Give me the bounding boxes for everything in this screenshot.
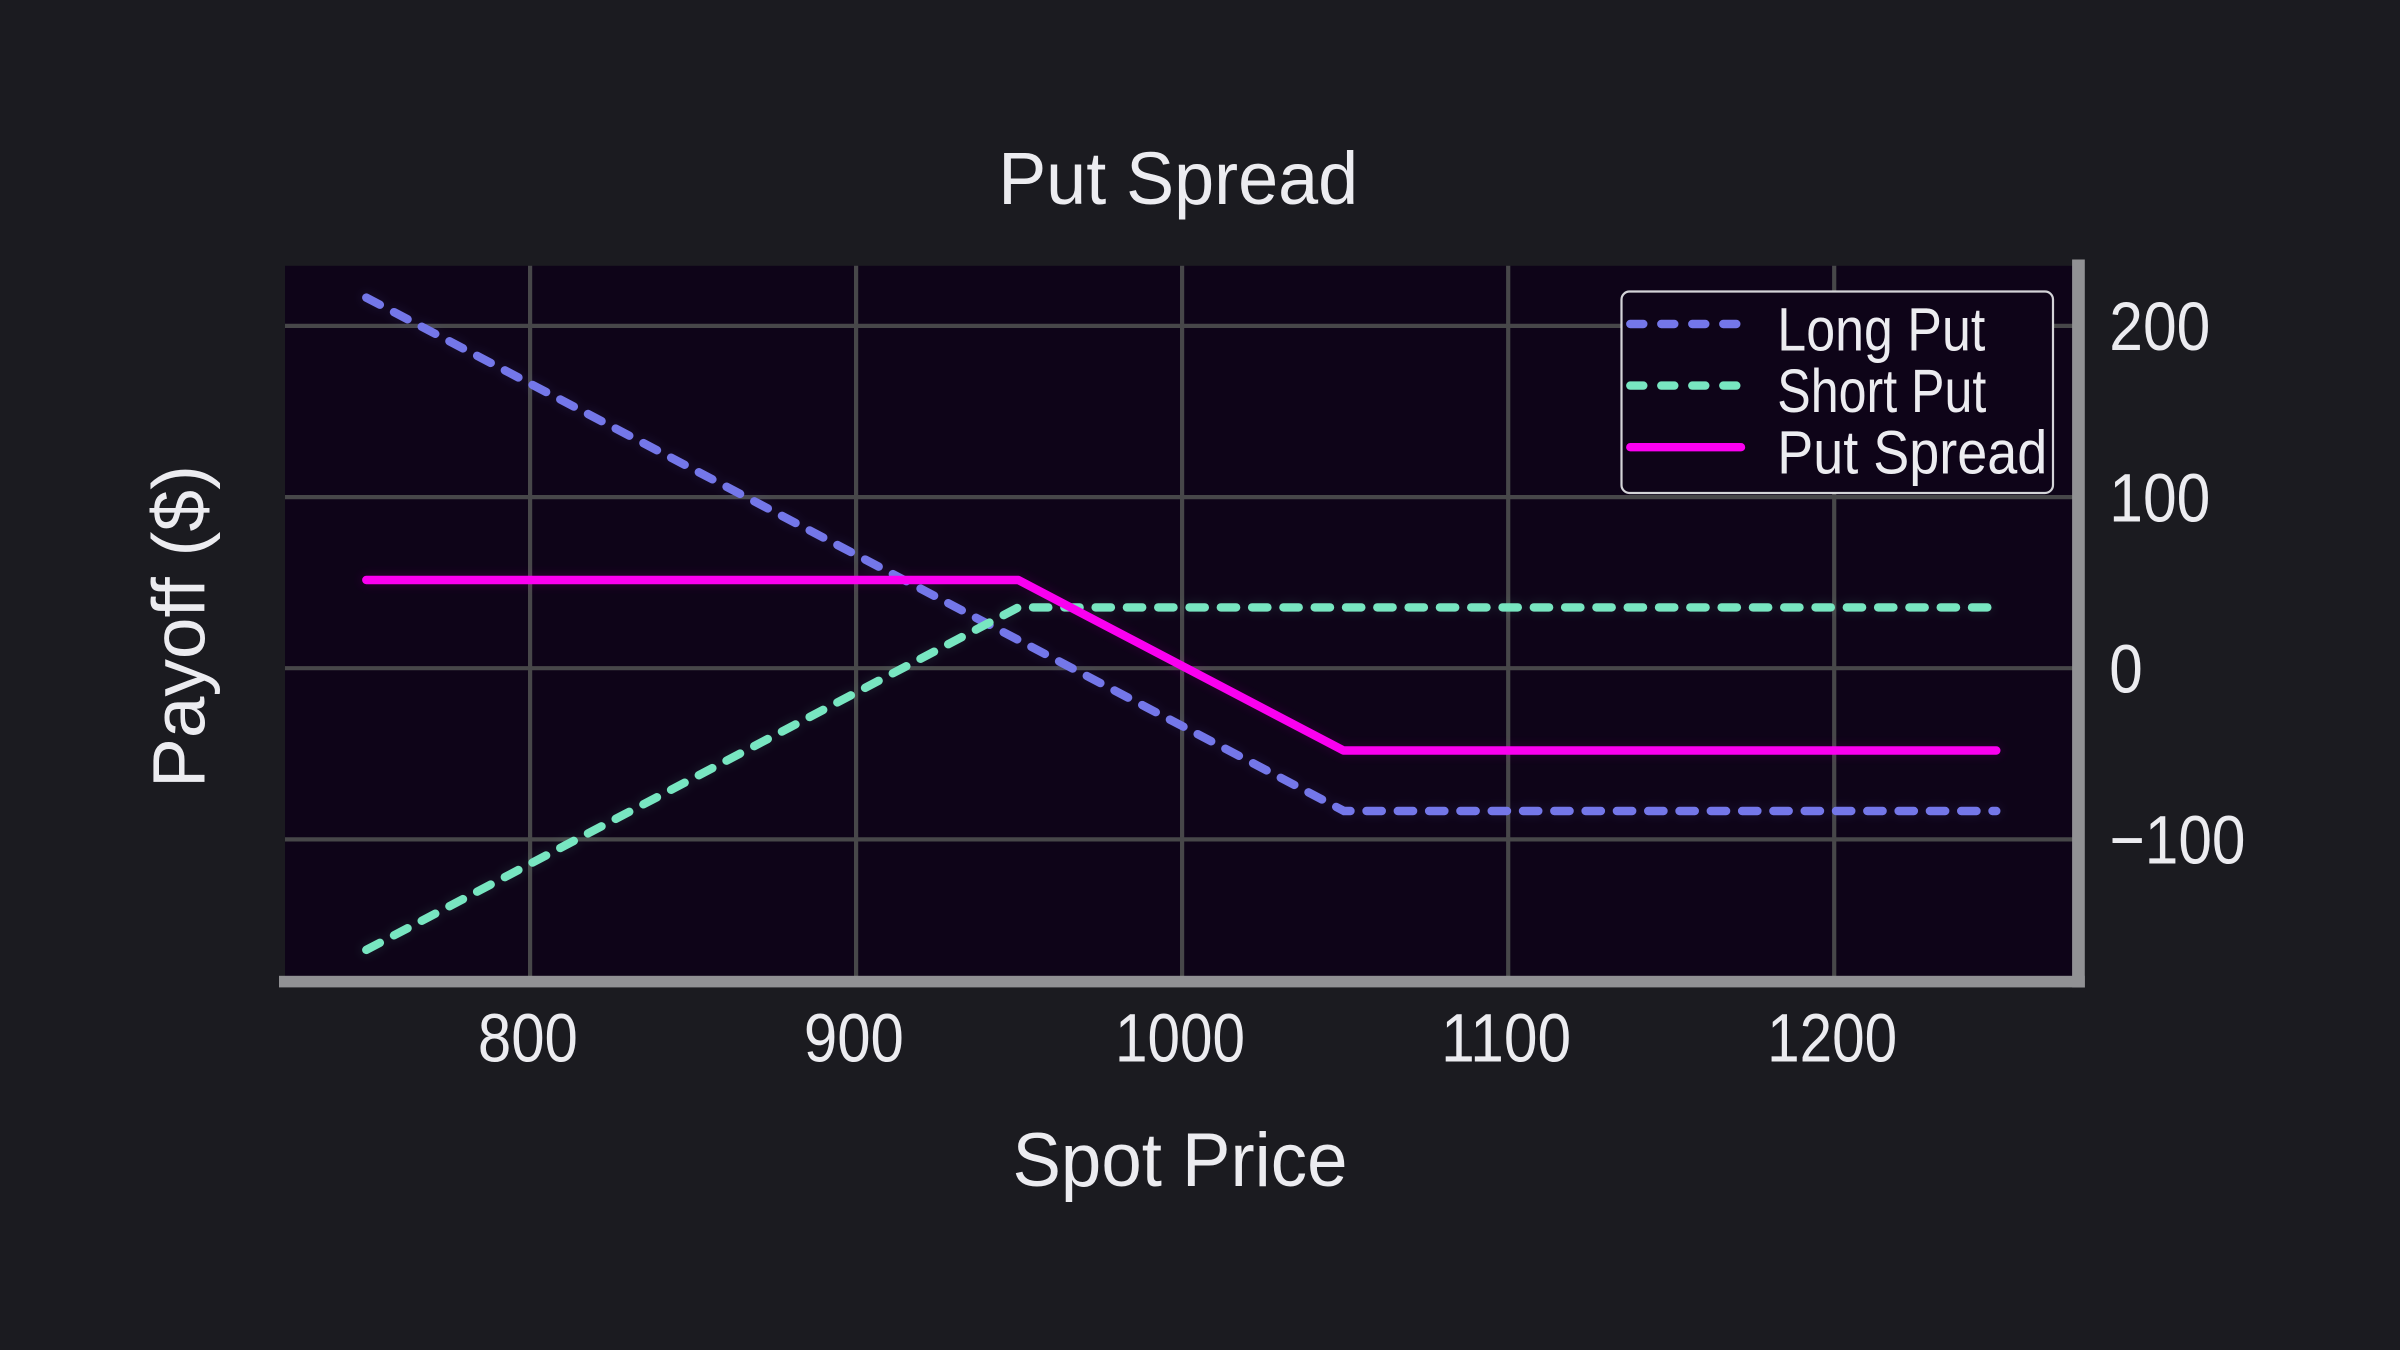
svg-text:Put Spread: Put Spread: [1777, 419, 2047, 487]
svg-text:Long Put: Long Put: [1777, 296, 1985, 364]
svg-text:Put Spread: Put Spread: [998, 137, 1358, 220]
svg-text:Spot Price: Spot Price: [1013, 1118, 1348, 1203]
svg-text:0: 0: [2109, 630, 2143, 707]
svg-text:800: 800: [478, 999, 578, 1076]
svg-text:1100: 1100: [1441, 999, 1571, 1076]
svg-text:Short Put: Short Put: [1777, 357, 1986, 425]
svg-text:1000: 1000: [1115, 999, 1245, 1076]
svg-text:900: 900: [804, 999, 904, 1076]
svg-text:−100: −100: [2110, 802, 2246, 879]
svg-text:Payoff ($): Payoff ($): [137, 465, 220, 788]
svg-text:100: 100: [2109, 459, 2210, 536]
svg-text:1200: 1200: [1767, 999, 1897, 1076]
svg-text:200: 200: [2109, 288, 2210, 365]
